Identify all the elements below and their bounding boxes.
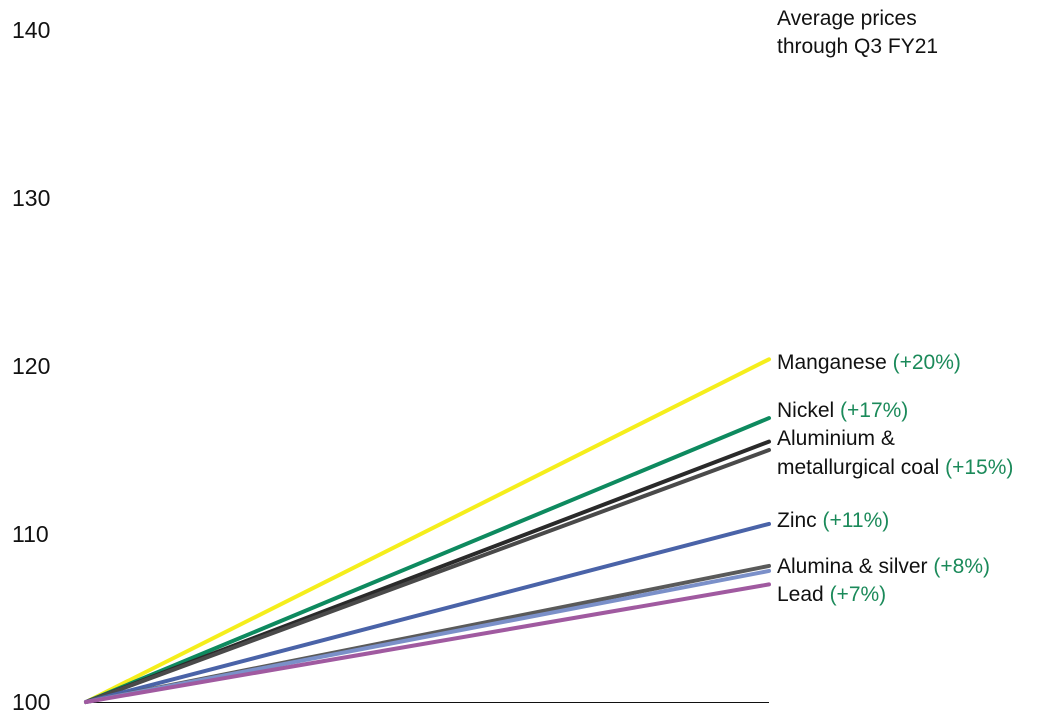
y-axis-tick-labels: 100 110 120 130 140 bbox=[12, 17, 50, 715]
series-label-percent: (+8%) bbox=[933, 555, 990, 578]
series-label-alumina-silver: Alumina & silver (+8%) bbox=[777, 555, 990, 578]
series-label-aluminium-coal: metallurgical coal (+15%) bbox=[777, 456, 1013, 479]
series-label-zinc: Zinc (+11%) bbox=[777, 509, 889, 532]
title-line-1: Average prices bbox=[777, 7, 917, 30]
series-label-lead: Lead (+7%) bbox=[777, 583, 886, 606]
series-line-lead bbox=[84, 582, 771, 704]
series-label-name: metallurgical coal bbox=[777, 456, 945, 479]
y-tick-label: 130 bbox=[12, 185, 50, 211]
series-label-percent: (+17%) bbox=[840, 399, 908, 422]
series-line-silver bbox=[84, 568, 771, 704]
y-tick-label: 110 bbox=[12, 521, 49, 547]
series-label-name: Zinc bbox=[777, 509, 823, 532]
series-label-percent: (+20%) bbox=[893, 351, 961, 374]
y-tick-label: 120 bbox=[12, 353, 50, 379]
series-label-name: Lead bbox=[777, 583, 830, 606]
series-label-nickel: Nickel (+17%) bbox=[777, 399, 908, 422]
series-labels: Manganese (+20%) Nickel (+17%) Aluminium &… bbox=[777, 351, 1013, 606]
series-label-name: Alumina & silver bbox=[777, 555, 933, 578]
series-label-name: Manganese bbox=[777, 351, 893, 374]
series-label-manganese: Manganese (+20%) bbox=[777, 351, 961, 374]
series-line-metallurgical-coal bbox=[84, 448, 771, 704]
title-line-2: through Q3 FY21 bbox=[777, 35, 938, 58]
series-label-name: Nickel bbox=[777, 399, 840, 422]
series-lines bbox=[84, 357, 771, 704]
y-tick-label: 140 bbox=[12, 17, 50, 43]
series-line-manganese bbox=[84, 357, 771, 704]
series-label-aluminium-coal: Aluminium & bbox=[777, 427, 895, 450]
series-label-percent: (+15%) bbox=[945, 456, 1013, 479]
series-line-nickel bbox=[84, 416, 771, 704]
y-tick-label: 100 bbox=[12, 689, 50, 715]
series-line-zinc bbox=[84, 521, 771, 704]
series-label-percent: (+11%) bbox=[823, 509, 890, 532]
series-label-name: Aluminium & bbox=[777, 427, 895, 450]
series-label-percent: (+7%) bbox=[830, 583, 887, 606]
title: Average prices through Q3 FY21 bbox=[777, 7, 938, 58]
